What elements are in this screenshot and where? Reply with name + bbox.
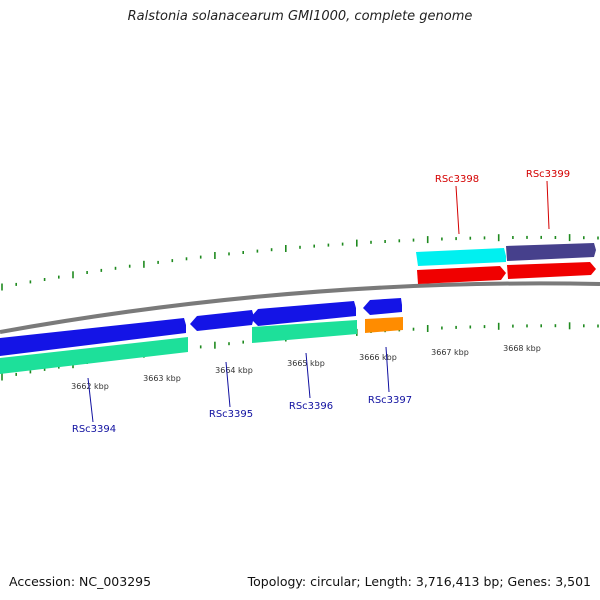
leader-rsc3395: [225, 361, 231, 408]
genome-summary-text: Topology: circular; Length: 3,716,413 bp…: [247, 574, 591, 589]
map-title: Ralstonia solanacearum GMI1000, complete…: [127, 9, 473, 24]
gene-label-rsc3395[interactable]: RSc3395: [209, 409, 253, 420]
gene-label-rsc3394[interactable]: RSc3394: [72, 424, 116, 435]
kbp-label: 3668 kbp: [503, 344, 541, 353]
genome-backbone: [0, 281, 600, 334]
gene-label-rsc3396[interactable]: RSc3396: [289, 401, 333, 412]
gene-label-lines: [87, 180, 550, 423]
kbp-labels: 3662 kbp 3663 kbp 3664 kbp 3665 kbp 3666…: [71, 344, 541, 391]
kbp-label: 3667 kbp: [431, 348, 469, 357]
gene-label-rsc3399[interactable]: RSc3399: [526, 169, 570, 180]
gene-rsc3399-red[interactable]: [507, 262, 596, 279]
gene-rsc3394-green[interactable]: [0, 337, 188, 374]
gene-rsc3396-blue[interactable]: [250, 301, 356, 326]
gene-rsc3398-cyan[interactable]: [416, 248, 506, 266]
leader-rsc3397: [385, 346, 390, 393]
leader-rsc3396: [305, 352, 311, 399]
kbp-label: 3664 kbp: [215, 366, 253, 375]
forward-genes: [416, 243, 596, 284]
gene-rsc3395-blue[interactable]: [190, 310, 254, 331]
leader-rsc3398: [455, 185, 460, 235]
gene-rsc3396-green[interactable]: [252, 320, 357, 343]
gene-rsc3394-blue[interactable]: [0, 318, 186, 356]
kbp-label: 3665 kbp: [287, 359, 325, 368]
kbp-label: 3663 kbp: [143, 374, 181, 383]
gene-rsc3399-navy[interactable]: [506, 243, 596, 261]
gene-label-rsc3397[interactable]: RSc3397: [368, 395, 412, 406]
accession-text: Accession: NC_003295: [9, 574, 152, 589]
kbp-label: 3662 kbp: [71, 382, 109, 391]
outer-ticks: [1, 234, 599, 291]
gene-label-rsc3398[interactable]: RSc3398: [435, 174, 479, 185]
gene-rsc3397-orange[interactable]: [365, 317, 403, 333]
leader-rsc3399: [546, 180, 550, 230]
gene-rsc3398-red[interactable]: [417, 266, 506, 284]
leader-rsc3394: [87, 377, 94, 423]
gene-rsc3397-blue[interactable]: [363, 298, 402, 315]
gene-labels: RSc3398 RSc3399 RSc3394 RSc3395 RSc3396 …: [72, 169, 570, 435]
reverse-genes: [0, 298, 403, 374]
kbp-label: 3666 kbp: [359, 353, 397, 362]
